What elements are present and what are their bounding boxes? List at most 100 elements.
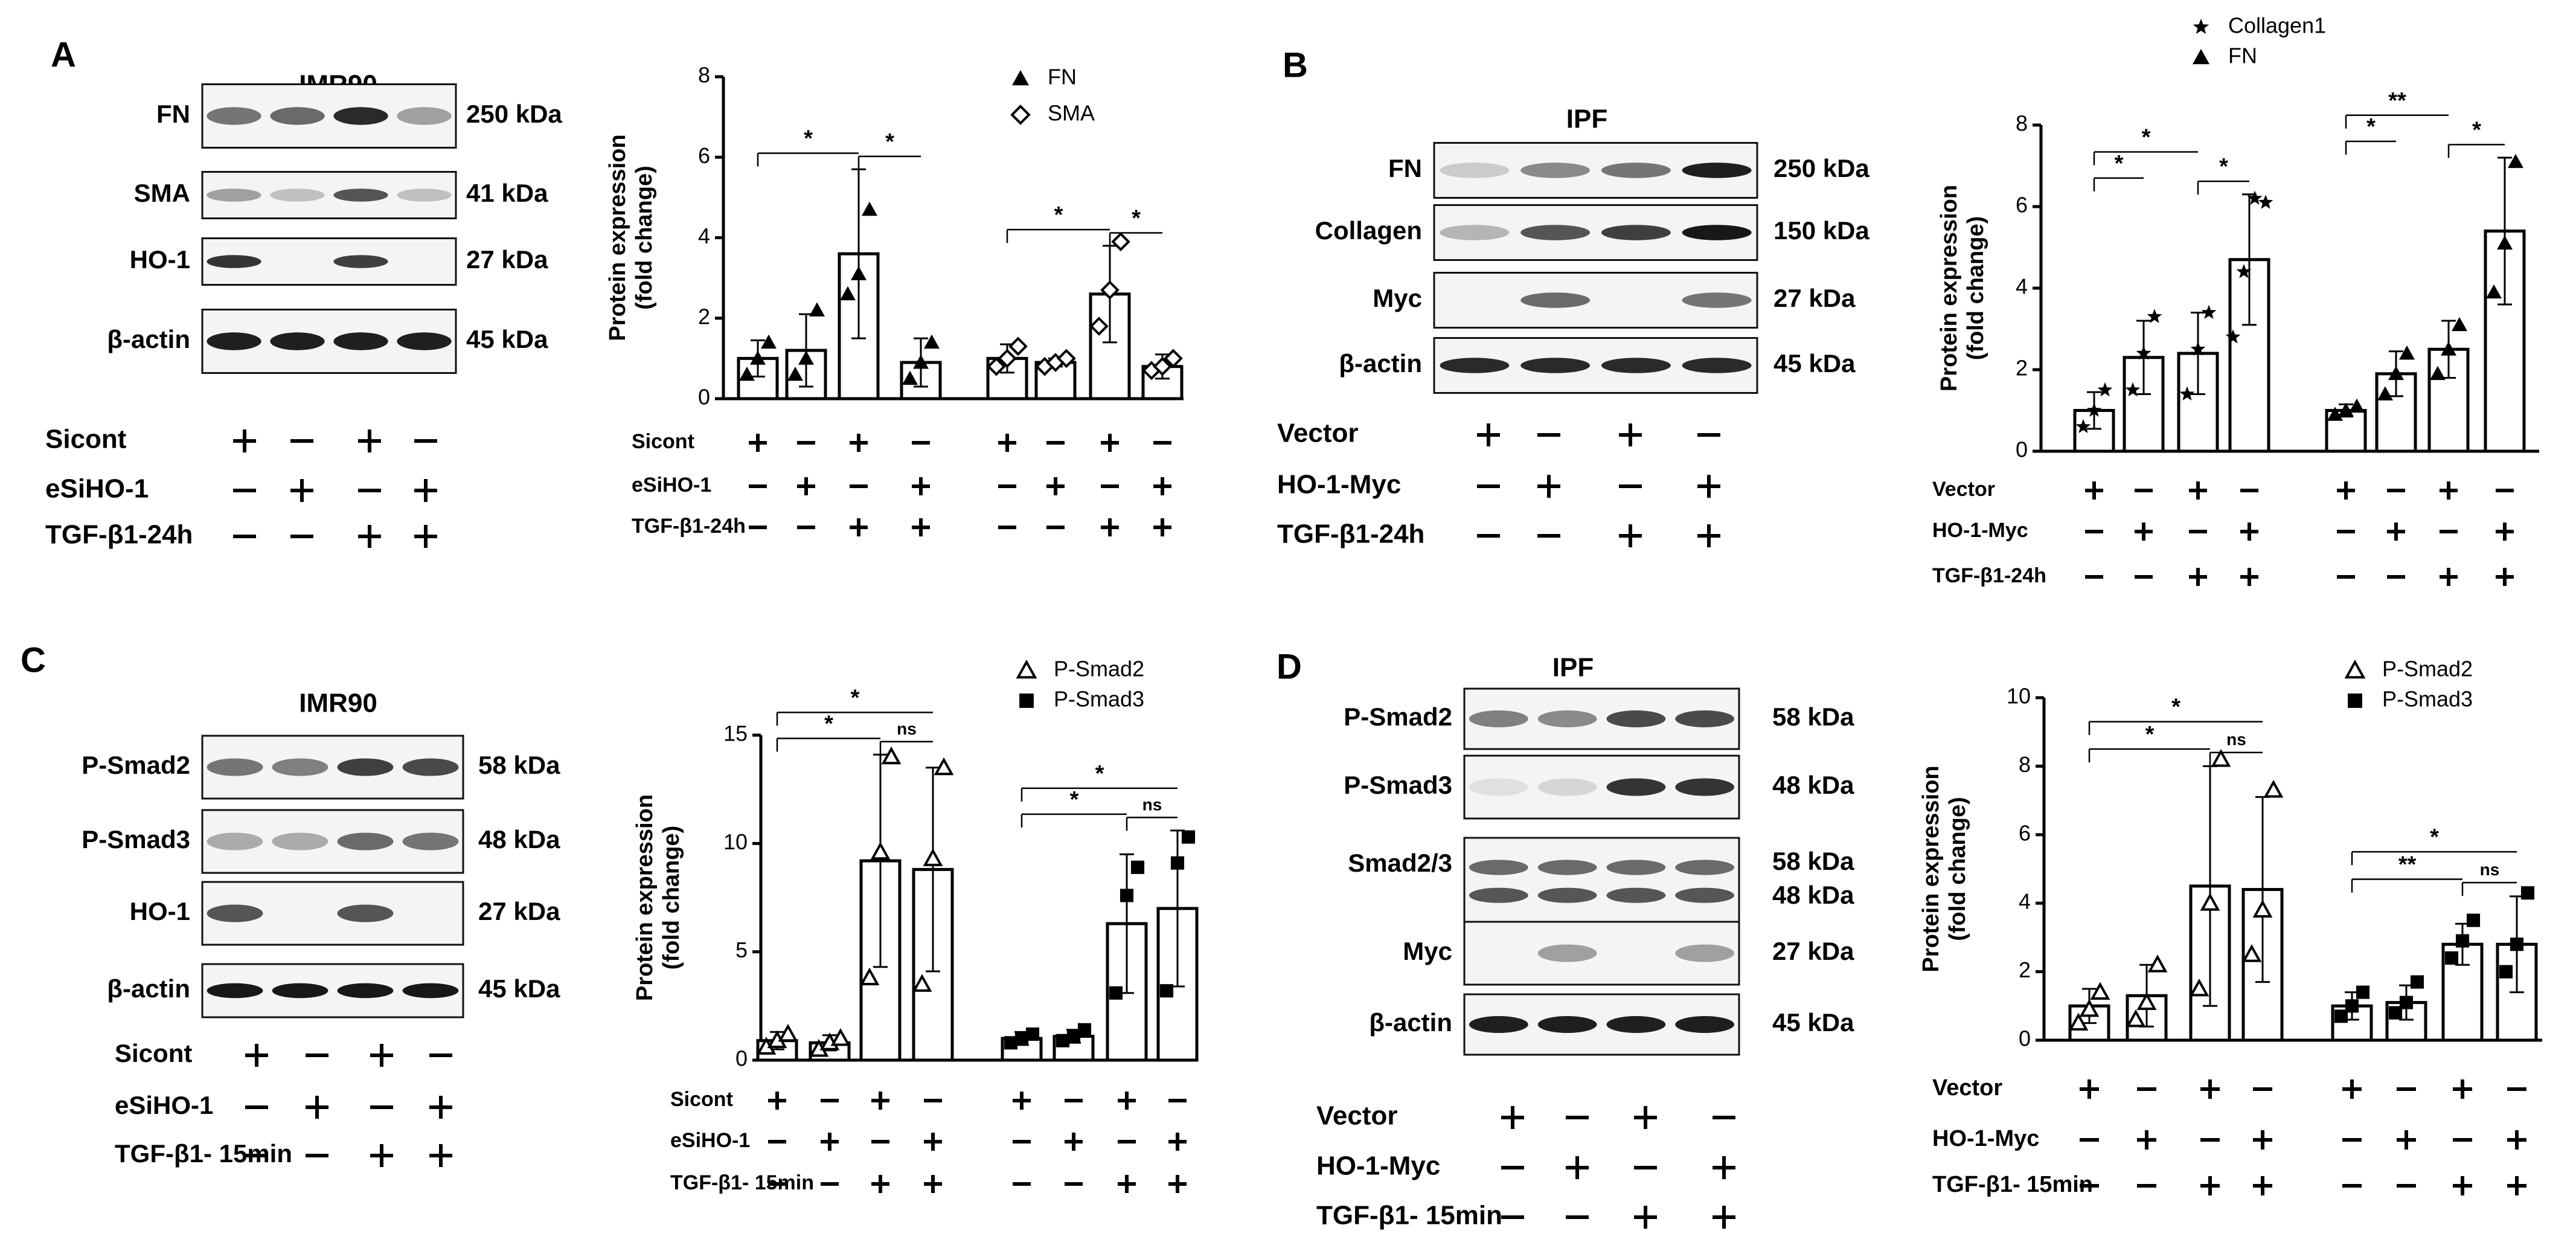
chart-treatment-sign: +	[2135, 523, 2153, 541]
data-point	[998, 349, 1017, 368]
data-point	[2211, 748, 2231, 767]
data-point	[1100, 280, 1120, 300]
y-tick-label: 6	[2019, 820, 2031, 845]
bar-group	[1034, 349, 1077, 400]
significance-label: ns	[2480, 860, 2500, 879]
chart-treatment-sign: +	[1168, 1133, 1187, 1151]
blot-band	[1606, 860, 1666, 875]
y-tick-label: 6	[2016, 193, 2028, 217]
significance-label: *	[2219, 154, 2228, 179]
treatment-sign: +	[414, 525, 437, 548]
data-point	[1089, 317, 1109, 336]
data-point	[2086, 402, 2102, 417]
data-point	[2136, 992, 2157, 1011]
treatment-sign: +	[1713, 1206, 1735, 1229]
data-point	[1170, 856, 1185, 870]
data-point	[2190, 341, 2206, 356]
significance-label: *	[851, 685, 860, 710]
blot-band	[1601, 162, 1671, 178]
data-point	[2338, 402, 2354, 417]
data-point	[2508, 153, 2523, 169]
bar-group	[2189, 748, 2231, 1042]
bar-group	[1156, 829, 1199, 1062]
blot-label: Myc	[1403, 937, 1452, 965]
data-point	[2079, 999, 2100, 1017]
blot-band	[333, 107, 388, 125]
treatment-sign: +	[233, 429, 256, 452]
kda-label: 150 kDa	[1773, 216, 1870, 245]
kda-label: 41 kDa	[466, 179, 548, 207]
significance-label: *	[1132, 206, 1141, 231]
y-axis-label-line: (fold change)	[1945, 797, 1970, 941]
chart-treatment-sign: +	[2337, 481, 2355, 500]
treatment-label: TGF-β1- 15min	[1316, 1201, 1502, 1230]
chart-treatment-sign: +	[2507, 1130, 2526, 1150]
treatment-sign: +	[1537, 475, 1560, 498]
data-point	[2452, 317, 2467, 332]
chart-treatment-label: eSiHO-1	[632, 474, 711, 497]
chart-treatment-sign: +	[2200, 1176, 2220, 1195]
chart-treatment-sign: +	[871, 1175, 889, 1193]
data-point	[1057, 349, 1076, 368]
data-point	[2388, 1006, 2403, 1020]
data-point	[2399, 996, 2414, 1009]
kda-label: 27 kDa	[1772, 937, 1854, 965]
blot-label: HO-1	[130, 897, 190, 925]
legend-item: P-Smad3	[2348, 687, 2473, 712]
kda-label: 48 kDa	[1772, 881, 1854, 909]
kda-label: 27 kDa	[478, 897, 560, 925]
blot-band	[1537, 860, 1597, 875]
bar-group	[2073, 382, 2115, 453]
kda-label: 45 kDa	[466, 325, 548, 353]
data-point	[2441, 341, 2456, 356]
kda-label: 58 kDa	[1772, 847, 1854, 875]
bar-group	[2484, 153, 2526, 453]
data-point	[2125, 382, 2141, 397]
data-point	[778, 1023, 798, 1042]
data-point	[2068, 1012, 2089, 1031]
blot-label: β-actin	[1339, 349, 1422, 378]
blot-band	[1520, 358, 1591, 373]
chart-treatment-sign: +	[2507, 1176, 2526, 1195]
blot-band	[397, 332, 452, 350]
panel-letter: D	[1277, 647, 1302, 686]
kda-label: 27 kDa	[1773, 284, 1856, 312]
significance-bracket: ns	[1126, 795, 1177, 831]
data-point	[1109, 986, 1123, 1000]
significance-bracket: *	[1020, 761, 1177, 802]
data-point	[2263, 779, 2284, 798]
blot-band	[1606, 887, 1666, 903]
chart-treatment-sign: +	[2496, 523, 2514, 541]
y-tick-label: 4	[698, 224, 710, 248]
blot-label: P-Smad3	[82, 825, 190, 854]
significance-label: *	[2142, 125, 2151, 150]
chart-treatment-label: TGF-β1-24h	[1932, 564, 2046, 587]
blot-band	[333, 188, 388, 202]
chart-treatment-sign: +	[2453, 1176, 2472, 1195]
bar-group	[809, 1028, 851, 1062]
blot-band	[1469, 1016, 1528, 1033]
data-point	[2510, 938, 2524, 951]
y-tick-label: 2	[2016, 356, 2028, 381]
chart-treatment-sign: +	[2453, 1079, 2472, 1099]
y-axis-label-line: Protein expression	[1918, 765, 1944, 972]
blot-band	[207, 188, 261, 202]
legend-item: P-Smad2	[2344, 657, 2473, 681]
data-point	[2520, 886, 2535, 900]
blot-band	[337, 983, 394, 999]
blot-band	[1469, 710, 1528, 727]
blot-label: FN	[156, 100, 190, 128]
significance-label: *	[2115, 151, 2124, 176]
chart-treatment-sign: +	[1153, 518, 1171, 536]
blot-label: HO-1	[130, 245, 190, 274]
blot-band	[337, 832, 394, 851]
panel-letter: B	[1283, 45, 1308, 85]
chart-treatment-sign: +	[1118, 1092, 1136, 1110]
legend-item: FN	[1012, 65, 1077, 89]
significance-bracket: *	[776, 711, 880, 752]
chart-treatment-sign: +	[850, 434, 868, 452]
blot-band	[337, 758, 394, 776]
blot-label: β-actin	[107, 974, 190, 1003]
blot-band	[272, 983, 328, 999]
chart-treatment-label: HO-1-Myc	[1932, 519, 2028, 542]
